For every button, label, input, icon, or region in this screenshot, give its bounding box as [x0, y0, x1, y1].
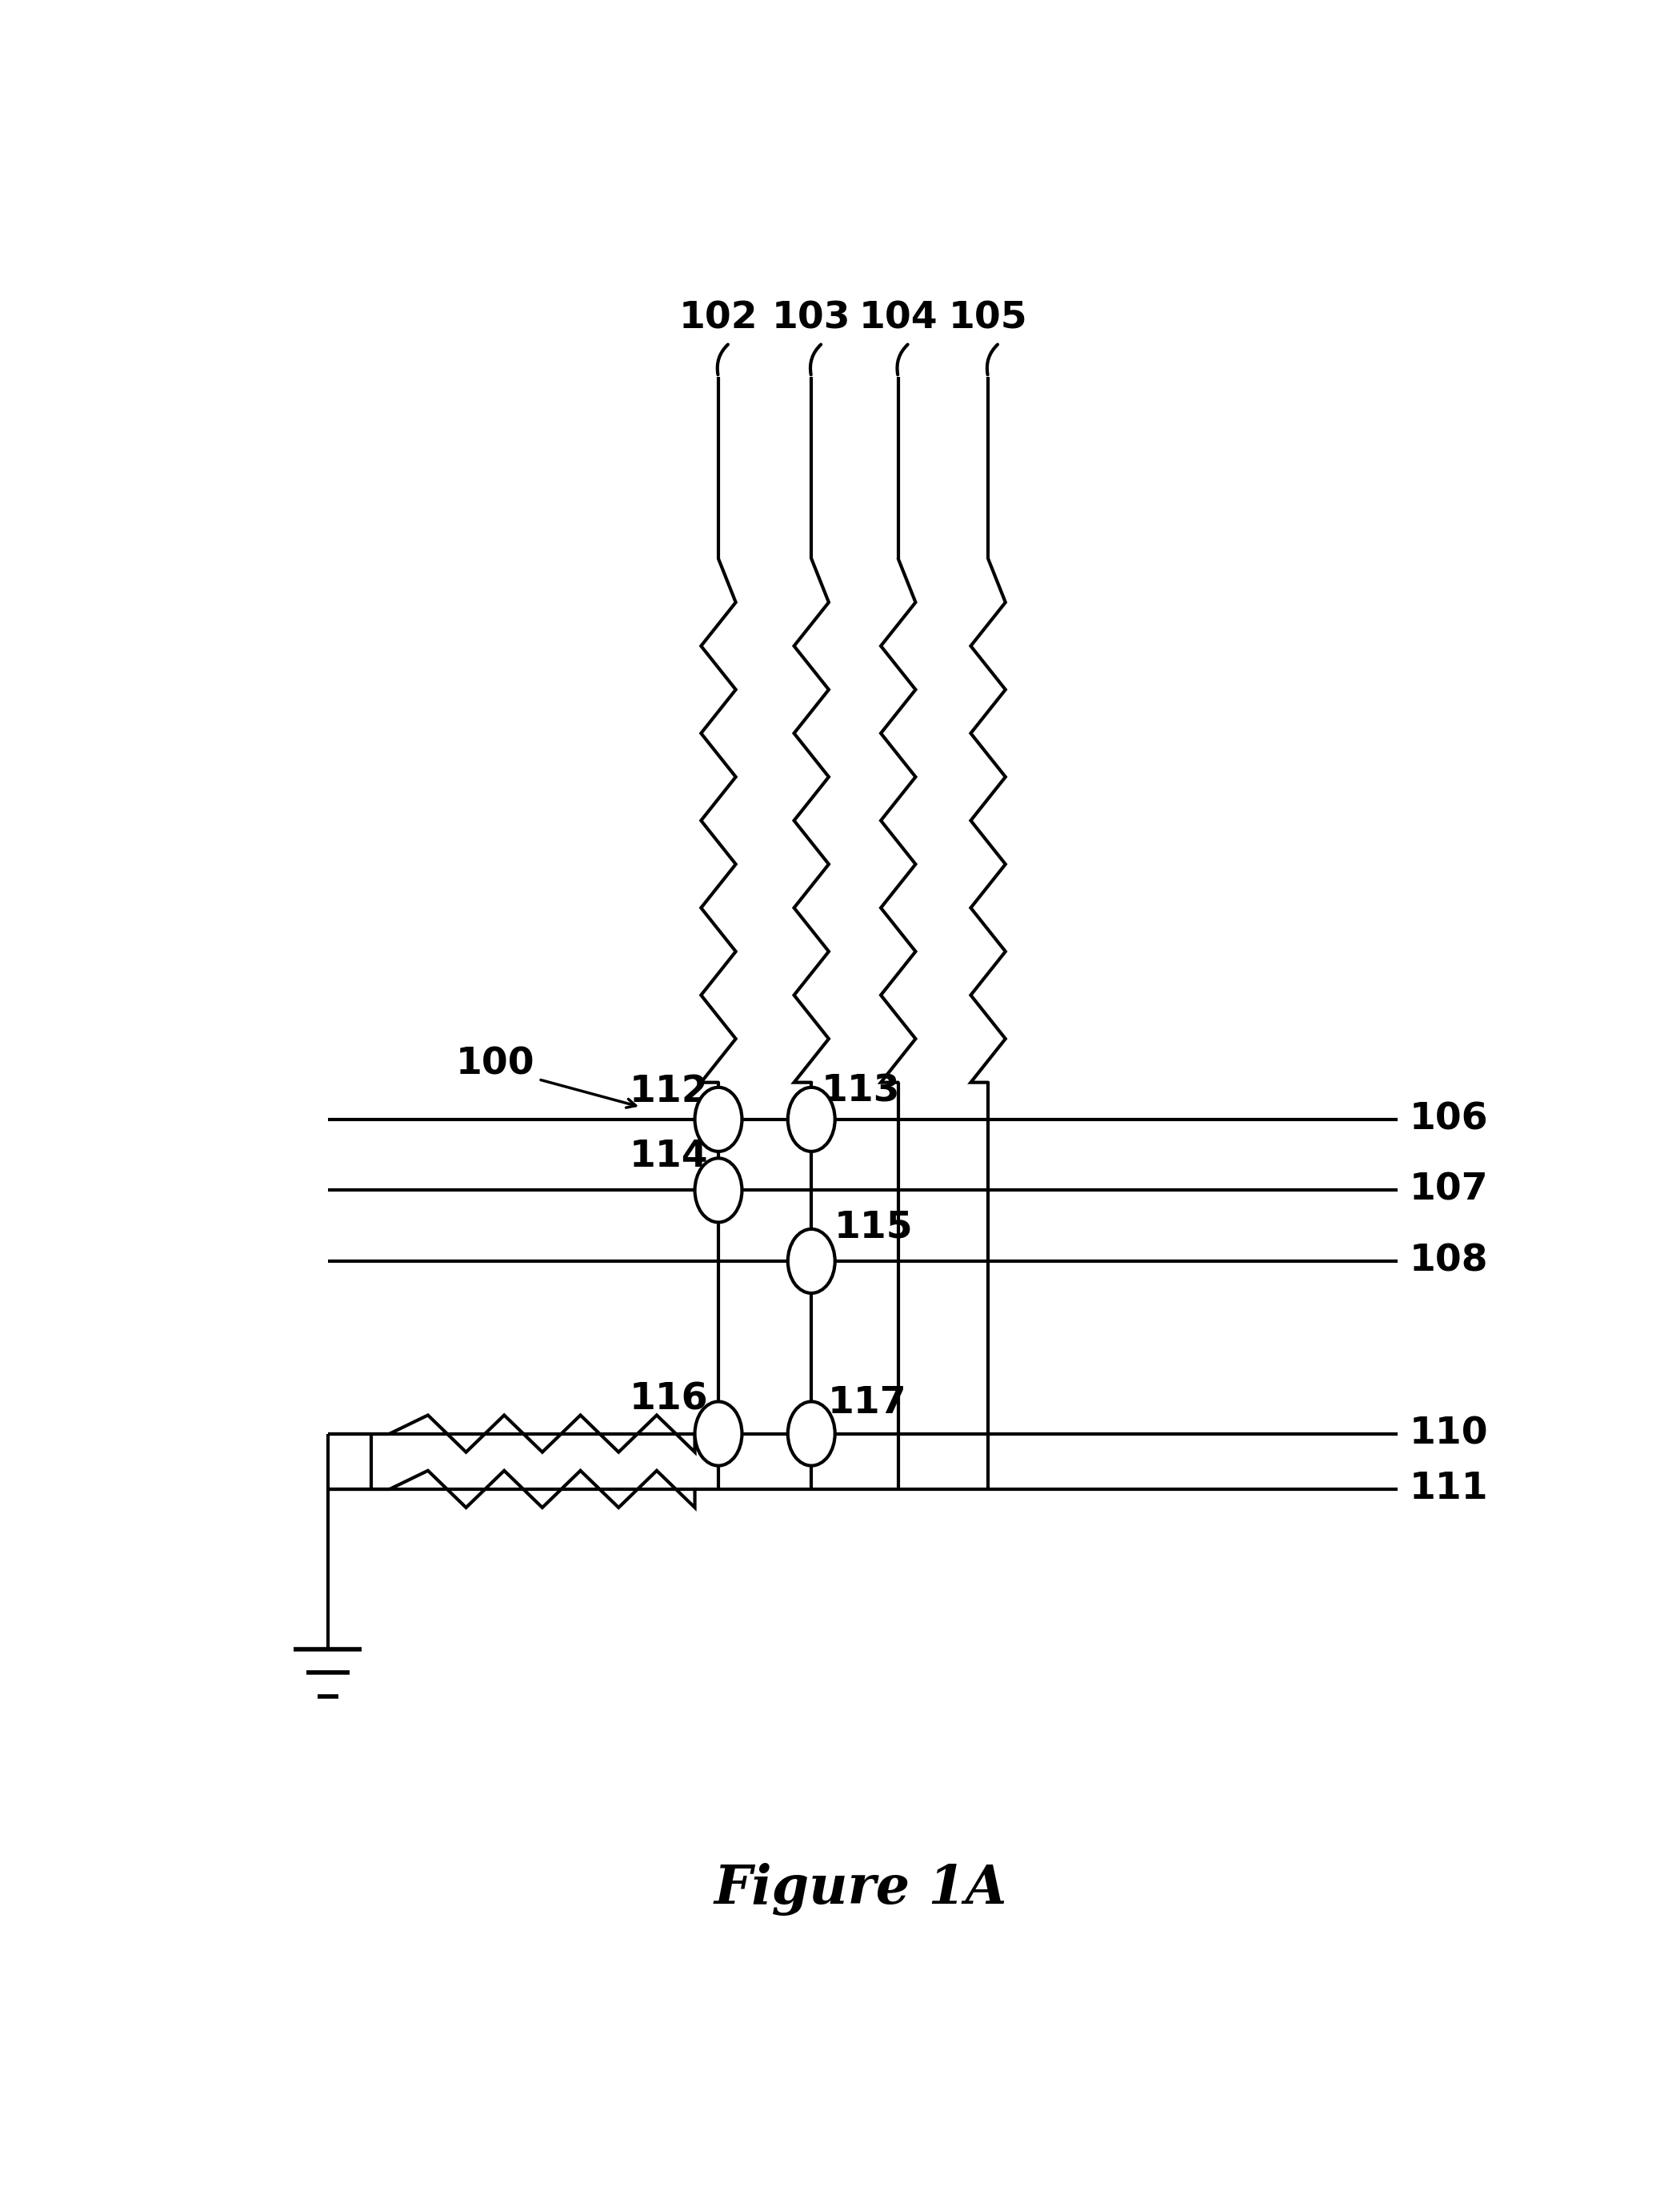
- Text: 117: 117: [828, 1385, 907, 1420]
- Text: 111: 111: [1410, 1470, 1488, 1507]
- Text: 115: 115: [833, 1209, 912, 1244]
- Text: 102: 102: [679, 300, 758, 337]
- Text: 104: 104: [858, 300, 937, 337]
- Ellipse shape: [696, 1159, 743, 1223]
- Text: 113: 113: [822, 1074, 900, 1109]
- Text: 103: 103: [773, 300, 850, 337]
- Text: 106: 106: [1410, 1102, 1488, 1137]
- Ellipse shape: [788, 1402, 835, 1466]
- Text: 116: 116: [630, 1383, 709, 1418]
- Ellipse shape: [788, 1087, 835, 1152]
- Text: 107: 107: [1410, 1172, 1488, 1207]
- Text: 100: 100: [455, 1045, 534, 1082]
- Ellipse shape: [696, 1402, 743, 1466]
- Text: Figure 1A: Figure 1A: [714, 1862, 1008, 1915]
- Ellipse shape: [788, 1229, 835, 1293]
- Text: 114: 114: [630, 1139, 709, 1174]
- Text: 105: 105: [949, 300, 1028, 337]
- Ellipse shape: [696, 1087, 743, 1152]
- Text: 112: 112: [630, 1074, 709, 1109]
- Text: 108: 108: [1410, 1242, 1488, 1280]
- Text: 110: 110: [1410, 1415, 1488, 1453]
